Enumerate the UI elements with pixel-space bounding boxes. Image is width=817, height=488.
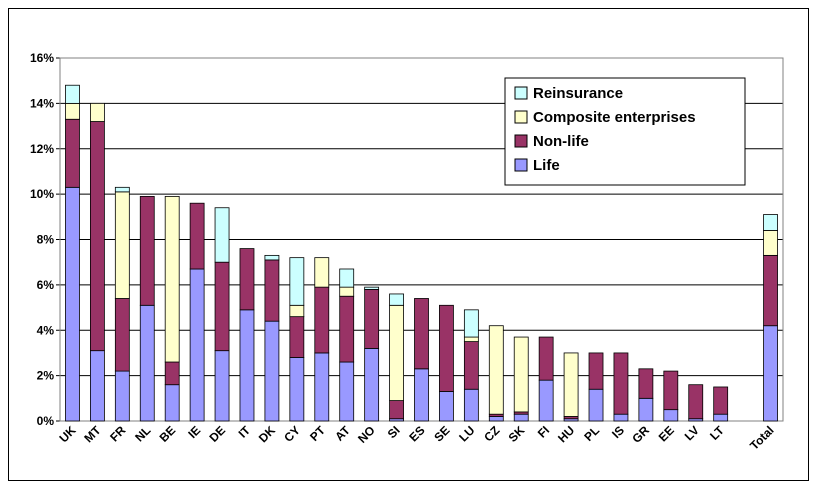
- bar-segment: [588, 352, 604, 390]
- bar-segment: [114, 186, 130, 193]
- y-tick-label: 4%: [37, 323, 55, 337]
- bar-segment: [189, 202, 205, 270]
- y-tick-label: 0%: [37, 414, 55, 428]
- bar-segment: [763, 325, 778, 422]
- bar-segment: [463, 341, 479, 390]
- bar-segment: [214, 350, 230, 422]
- bar-segment: [164, 384, 180, 422]
- bar-segment: [339, 286, 355, 297]
- bar-segment: [289, 316, 305, 358]
- bar-segment: [763, 214, 778, 231]
- bar-segment: [588, 388, 604, 422]
- bar-segment: [414, 298, 429, 370]
- bar-segment: [65, 186, 80, 422]
- legend-label: Composite enterprises: [533, 109, 696, 126]
- bar-segment: [364, 286, 380, 290]
- bar-segment: [713, 386, 729, 415]
- bar-segment: [389, 293, 404, 306]
- bar-segment: [389, 304, 404, 401]
- bar-segment: [164, 195, 180, 363]
- legend-swatch: [514, 134, 528, 148]
- bar-segment: [89, 121, 105, 352]
- legend-swatch: [514, 110, 528, 124]
- legend-box: [504, 77, 746, 186]
- bar-segment: [264, 254, 280, 261]
- bar-segment: [214, 207, 230, 263]
- legend-label: Life: [533, 157, 560, 174]
- bar-segment: [414, 368, 429, 422]
- bar-segment: [89, 102, 105, 122]
- legend-swatch: [514, 158, 528, 172]
- bar-segment: [763, 230, 778, 256]
- y-tick-label: 8%: [37, 233, 55, 247]
- bar-segment: [488, 416, 504, 422]
- bar-segment: [513, 413, 529, 422]
- bar-segment: [65, 118, 80, 188]
- bar-segment: [114, 370, 130, 422]
- bar-segment: [239, 248, 255, 311]
- bar-segment: [139, 304, 155, 422]
- bar-segment: [364, 347, 380, 422]
- y-tick-label: 14%: [30, 96, 54, 110]
- bar-segment: [114, 191, 130, 299]
- bar-segment: [638, 397, 654, 422]
- legend-label: Non-life: [533, 133, 589, 150]
- bar-segment: [463, 388, 479, 422]
- bar-segment: [688, 384, 704, 420]
- bar-segment: [264, 259, 280, 322]
- bar-segment: [289, 257, 305, 306]
- bar-segment: [488, 325, 504, 415]
- bar-segment: [513, 336, 529, 413]
- bar-segment: [364, 289, 380, 349]
- bar-segment: [439, 391, 454, 422]
- bar-segment: [89, 350, 105, 422]
- bar-segment: [139, 195, 155, 306]
- bar-segment: [713, 413, 729, 422]
- y-tick-label: 16%: [30, 51, 54, 65]
- bar-segment: [314, 257, 330, 288]
- bar-segment: [289, 357, 305, 422]
- bar-segment: [65, 84, 80, 104]
- y-tick-label: 6%: [37, 278, 55, 292]
- bar-segment: [214, 261, 230, 352]
- bar-segment: [463, 336, 479, 342]
- y-tick-label: 10%: [30, 187, 54, 201]
- bar-segment: [339, 268, 355, 288]
- bar-segment: [239, 309, 255, 422]
- bar-segment: [314, 286, 330, 354]
- bar-segment: [164, 361, 180, 386]
- bar-segment: [439, 304, 454, 392]
- bar-segment: [663, 370, 679, 411]
- bar-segment: [389, 400, 404, 420]
- bar-segment: [538, 336, 554, 381]
- bar-segment: [613, 413, 629, 422]
- bar-segment: [264, 320, 280, 422]
- bar-segment: [538, 379, 554, 422]
- legend-swatch: [514, 86, 528, 100]
- bar-segment: [314, 352, 330, 422]
- bar-segment: [114, 298, 130, 372]
- bar-segment: [613, 352, 629, 415]
- bar-segment: [638, 368, 654, 399]
- bar-segment: [339, 295, 355, 363]
- bar-segment: [189, 268, 205, 422]
- bar-segment: [563, 352, 579, 417]
- legend-label: Reinsurance: [533, 85, 623, 102]
- y-tick-label: 2%: [37, 369, 55, 383]
- bar-segment: [339, 361, 355, 422]
- bar-segment: [663, 409, 679, 422]
- bar-segment: [763, 254, 778, 327]
- bar-segment: [289, 304, 305, 318]
- bar-segment: [65, 102, 80, 120]
- bar-segment: [463, 309, 479, 338]
- y-tick-label: 12%: [30, 142, 54, 156]
